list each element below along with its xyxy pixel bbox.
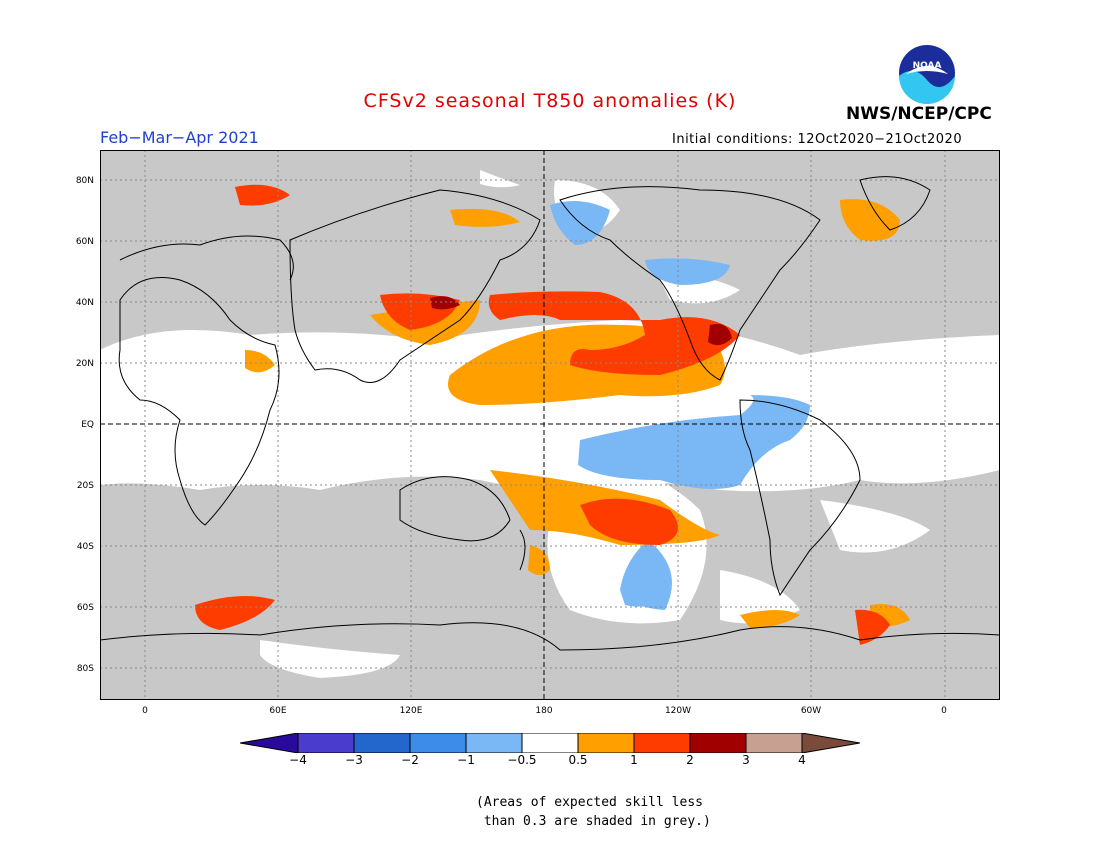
lon-label-0-left: 0 bbox=[142, 706, 148, 716]
lat-label-eq: EQ bbox=[81, 420, 94, 430]
forecast-period: Feb−Mar−Apr 2021 bbox=[100, 128, 259, 147]
lat-label-80s: 80S bbox=[76, 664, 94, 674]
colorbar-tick-label: −3 bbox=[345, 753, 363, 767]
lat-label-20s: 20S bbox=[76, 481, 94, 491]
lat-label-60n: 60N bbox=[75, 237, 94, 247]
chart-title: CFSv2 seasonal T850 anomalies (K) bbox=[363, 90, 737, 112]
skill-note-line-2: than 0.3 are shaded in grey.) bbox=[476, 814, 711, 829]
logo-text: NOAA bbox=[913, 61, 942, 71]
lon-label-120w: 120W bbox=[664, 706, 692, 716]
anomaly-map bbox=[100, 150, 1000, 700]
lat-label-80n: 80N bbox=[75, 176, 94, 186]
agency-label: NWS/NCEP/CPC bbox=[846, 104, 992, 124]
lon-label-0-right: 0 bbox=[941, 706, 947, 716]
colorbar-tick-label: −4 bbox=[289, 753, 307, 767]
reference-lines bbox=[100, 150, 1000, 700]
colorbar-right-arrow bbox=[801, 733, 860, 753]
colorbar-swatch bbox=[745, 733, 803, 753]
lat-label-60s: 60S bbox=[76, 603, 94, 613]
colorbar-left-arrow bbox=[240, 733, 299, 753]
colorbar-swatch bbox=[577, 733, 635, 753]
colorbar-swatch bbox=[689, 733, 747, 753]
initial-conditions: Initial conditions: 12Oct2020−21Oct2020 bbox=[672, 132, 963, 147]
lon-label-180: 180 bbox=[535, 706, 553, 716]
lat-label-40s: 40S bbox=[76, 542, 94, 552]
graticule bbox=[100, 150, 1000, 700]
colorbar bbox=[240, 733, 860, 753]
colorbar-swatch bbox=[465, 733, 523, 753]
colorbar-tick-label: −1 bbox=[457, 753, 475, 767]
colorbar-tick-label: 2 bbox=[686, 753, 694, 767]
colorbar-tick-label: 0.5 bbox=[568, 753, 588, 767]
colorbar-swatch bbox=[297, 733, 355, 753]
coastlines bbox=[100, 176, 1000, 651]
colorbar-tick-label: −0.5 bbox=[507, 753, 537, 767]
colorbar-tick-label: 4 bbox=[798, 753, 806, 767]
skill-note-line-1: (Areas of expected skill less bbox=[476, 795, 703, 810]
colorbar-swatch bbox=[409, 733, 467, 753]
lat-label-20n: 20N bbox=[75, 359, 94, 369]
lon-label-60e: 60E bbox=[269, 706, 287, 716]
lon-label-60w: 60W bbox=[800, 706, 822, 716]
colorbar-swatch bbox=[521, 733, 579, 753]
colorbar-tick-label: 1 bbox=[630, 753, 638, 767]
skill-note: (Areas of expected skill less than 0.3 a… bbox=[476, 793, 711, 831]
noaa-logo: NOAA bbox=[897, 43, 957, 104]
colorbar-swatch bbox=[633, 733, 691, 753]
colorbar-tick-label: −2 bbox=[401, 753, 419, 767]
colorbar-swatch bbox=[353, 733, 411, 753]
lon-label-120e: 120E bbox=[399, 706, 423, 716]
lat-label-40n: 40N bbox=[75, 298, 94, 308]
strong-positive-anomalies bbox=[430, 296, 732, 346]
colorbar-tick-label: 3 bbox=[742, 753, 750, 767]
